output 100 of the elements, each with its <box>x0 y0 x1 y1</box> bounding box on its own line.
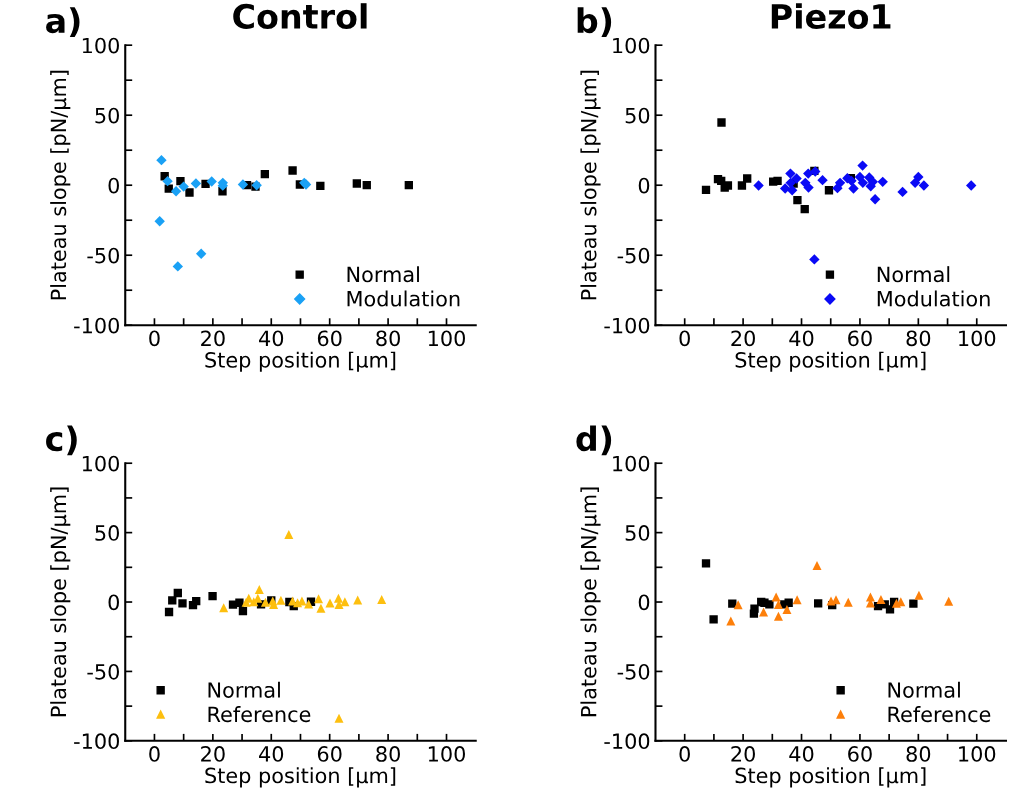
text: b) <box>577 7 612 38</box>
point <box>753 180 764 191</box>
x-axis-title: Step position [µm] <box>735 767 926 788</box>
y-tick-label: -100 <box>604 317 650 334</box>
point <box>156 154 167 166</box>
point <box>316 603 326 613</box>
point <box>195 248 207 260</box>
point <box>334 713 344 723</box>
point <box>726 616 736 626</box>
point <box>897 186 908 198</box>
point <box>237 179 249 190</box>
x-tick-label: 80 <box>376 330 400 347</box>
point <box>793 196 802 205</box>
point <box>786 185 798 196</box>
point <box>809 254 820 265</box>
x-tick-label: 80 <box>906 330 931 347</box>
point <box>235 598 244 607</box>
point <box>185 188 194 197</box>
x-tick-label: 0 <box>149 330 160 347</box>
y-tick-label: 0 <box>108 594 119 611</box>
point <box>918 180 930 191</box>
point <box>154 215 165 227</box>
y-axis-title: Plateau slope [pN/µm] <box>580 487 601 717</box>
point <box>192 596 201 606</box>
point <box>352 179 362 188</box>
y-axis-title: Plateau slope [pN/µm] <box>50 70 71 300</box>
point <box>288 166 297 175</box>
y-tick-label: -100 <box>74 317 119 334</box>
x-tick-label: 100 <box>428 746 465 762</box>
x-axis-title: Step position [µm] <box>735 351 926 372</box>
point <box>759 607 769 617</box>
point <box>260 169 270 179</box>
y-tick-label: 50 <box>95 525 119 541</box>
text: d) <box>576 425 612 456</box>
y-tick-label: 0 <box>108 177 119 194</box>
y-tick-label: 50 <box>95 107 119 124</box>
legend-label: Reference <box>208 706 311 723</box>
point <box>162 175 173 187</box>
x-tick-label: 20 <box>201 330 225 347</box>
legend-label: Normal <box>347 266 419 283</box>
x-tick-label: 80 <box>906 746 931 762</box>
point <box>733 600 743 610</box>
x-tick-label: 60 <box>848 746 872 762</box>
x-tick-label: 20 <box>731 330 755 347</box>
point <box>792 595 802 605</box>
chart-title: Control <box>233 3 367 29</box>
x-tick-label: 0 <box>679 330 690 347</box>
y-tick-label: -50 <box>617 247 650 264</box>
legend-label: Normal <box>888 681 960 698</box>
x-tick-label: 100 <box>959 330 996 347</box>
y-axis-title: Plateau slope [pN/µm] <box>580 70 601 300</box>
point <box>316 181 325 191</box>
point <box>857 177 869 189</box>
point <box>404 181 413 190</box>
point <box>773 611 783 621</box>
point <box>814 599 823 608</box>
point <box>803 182 814 193</box>
chart-title: Piezo1 <box>771 3 891 29</box>
point <box>172 261 184 272</box>
y-tick-label: -50 <box>617 663 650 680</box>
y-tick-label: -50 <box>87 247 119 264</box>
point <box>749 609 759 618</box>
point <box>168 596 177 605</box>
y-tick-label: 0 <box>638 594 650 611</box>
y-tick-label: 100 <box>613 455 650 472</box>
point <box>260 597 270 607</box>
y-axis-title: Plateau slope [pN/µm] <box>50 487 71 717</box>
point <box>208 591 217 601</box>
point <box>944 596 954 606</box>
y-tick-label: 50 <box>625 525 650 541</box>
x-tick-label: 100 <box>959 746 996 762</box>
point <box>377 594 387 604</box>
point <box>254 584 264 594</box>
point <box>812 560 822 570</box>
y-tick-label: 100 <box>82 37 119 54</box>
point <box>771 592 781 602</box>
x-tick-label: 60 <box>848 330 872 347</box>
y-tick-label: -100 <box>74 733 119 750</box>
point <box>178 599 187 608</box>
point <box>362 181 371 190</box>
point <box>284 529 294 539</box>
text: a) <box>46 7 80 38</box>
point <box>238 606 248 616</box>
point <box>206 176 217 187</box>
x-tick-label: 40 <box>789 330 814 347</box>
point <box>276 595 286 605</box>
point <box>737 181 747 190</box>
x-axis-title: Step position [µm] <box>205 767 396 788</box>
point <box>170 186 182 197</box>
x-tick-label: 60 <box>317 330 342 347</box>
x-tick-label: 40 <box>259 330 284 347</box>
point <box>164 607 174 617</box>
point <box>743 174 752 183</box>
legend-label: Normal <box>208 681 280 698</box>
y-tick-label: 100 <box>82 455 119 472</box>
point <box>314 594 324 604</box>
x-tick-label: 60 <box>317 746 342 762</box>
point <box>164 184 173 193</box>
point <box>843 597 853 607</box>
x-tick-label: 80 <box>376 746 400 762</box>
